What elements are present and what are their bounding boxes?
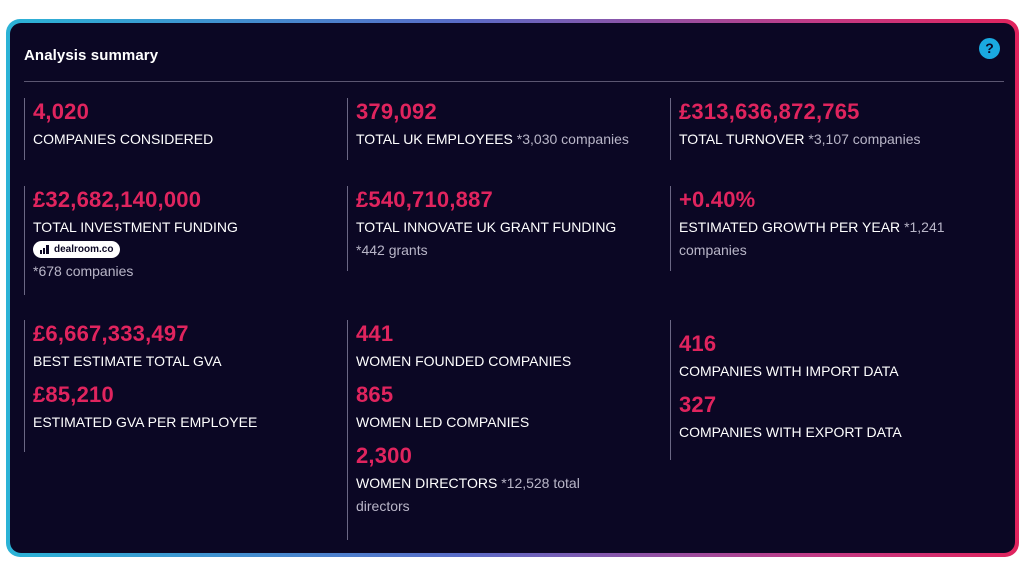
stat-label: TOTAL INVESTMENT FUNDING bbox=[33, 219, 238, 235]
stat-label: TOTAL UK EMPLOYEES *3,030 companies bbox=[356, 131, 629, 147]
stat-note: *3,107 companies bbox=[808, 131, 921, 147]
stat-label: COMPANIES CONSIDERED bbox=[33, 131, 214, 147]
dealroom-logo-icon bbox=[40, 245, 50, 254]
stat-value: 4,020 bbox=[33, 99, 90, 124]
help-icon[interactable]: ? bbox=[979, 38, 1000, 59]
stat-total-investment-funding: £32,682,140,000 TOTAL INVESTMENT FUNDING… bbox=[24, 186, 338, 295]
stat-note: *1,241 companies bbox=[679, 219, 945, 258]
dealroom-badge[interactable]: dealroom.co bbox=[33, 241, 121, 258]
title-divider bbox=[24, 81, 1004, 82]
stat-value: 865 bbox=[356, 382, 394, 407]
stat-value: 2,300 bbox=[356, 443, 413, 468]
stat-group-gva: £6,667,333,497 BEST ESTIMATE TOTAL GVA £… bbox=[24, 320, 338, 452]
stat-label: TOTAL TURNOVER *3,107 companies bbox=[679, 131, 921, 147]
stat-note: *3,030 companies bbox=[516, 131, 629, 147]
stat-total-uk-employees: 379,092 TOTAL UK EMPLOYEES *3,030 compan… bbox=[347, 98, 661, 160]
analysis-summary-panel: Analysis summary ? 4,020 COMPANIES CONSI… bbox=[10, 23, 1015, 553]
stat-value: +0.40% bbox=[679, 187, 756, 212]
stat-label: BEST ESTIMATE TOTAL GVA bbox=[33, 353, 222, 369]
stat-value: 327 bbox=[679, 392, 717, 417]
stat-estimated-growth: +0.40% ESTIMATED GROWTH PER YEAR *1,241 … bbox=[670, 186, 984, 271]
stat-value: £85,210 bbox=[33, 382, 114, 407]
summary-card-frame: Analysis summary ? 4,020 COMPANIES CONSI… bbox=[6, 19, 1019, 557]
stat-label: WOMEN FOUNDED COMPANIES bbox=[356, 353, 572, 369]
stat-label: COMPANIES WITH EXPORT DATA bbox=[679, 424, 902, 440]
stat-label: WOMEN DIRECTORS *12,528 total directors bbox=[356, 475, 580, 514]
stat-value: £32,682,140,000 bbox=[33, 187, 202, 212]
stat-value: £6,667,333,497 bbox=[33, 321, 189, 346]
stat-label: COMPANIES WITH IMPORT DATA bbox=[679, 363, 899, 379]
stat-note: *678 companies bbox=[33, 263, 134, 279]
stat-value: £540,710,887 bbox=[356, 187, 493, 212]
stat-total-turnover: £313,636,872,765 TOTAL TURNOVER *3,107 c… bbox=[670, 98, 984, 160]
stat-value: 416 bbox=[679, 331, 717, 356]
stat-innovate-uk-grant-funding: £540,710,887 TOTAL INNOVATE UK GRANT FUN… bbox=[347, 186, 661, 271]
stat-value: £313,636,872,765 bbox=[679, 99, 860, 124]
stat-note: *442 grants bbox=[356, 242, 428, 258]
stat-label: ESTIMATED GROWTH PER YEAR *1,241 compani… bbox=[679, 219, 945, 258]
stat-label: TOTAL INNOVATE UK GRANT FUNDING bbox=[356, 219, 617, 235]
stat-value: 379,092 bbox=[356, 99, 437, 124]
stat-companies-considered: 4,020 COMPANIES CONSIDERED bbox=[24, 98, 338, 160]
stat-note: *12,528 total directors bbox=[356, 475, 580, 514]
stat-label: ESTIMATED GVA PER EMPLOYEE bbox=[33, 414, 258, 430]
stat-label: WOMEN LED COMPANIES bbox=[356, 414, 530, 430]
panel-title: Analysis summary bbox=[24, 47, 159, 64]
dealroom-badge-label: dealroom.co bbox=[54, 244, 114, 255]
stat-group-trade: 416 COMPANIES WITH IMPORT DATA 327 COMPA… bbox=[670, 320, 975, 460]
stat-group-women: 441 WOMEN FOUNDED COMPANIES 865 WOMEN LE… bbox=[347, 320, 661, 540]
stat-value: 441 bbox=[356, 321, 394, 346]
